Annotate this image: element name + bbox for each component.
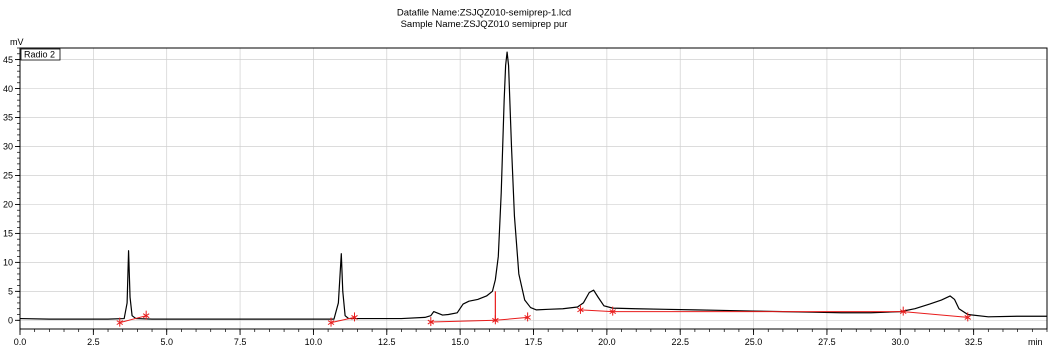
- x-tick-label: 12.5: [378, 337, 396, 347]
- x-tick-label: 27.5: [818, 337, 836, 347]
- x-tick-label: 5.0: [160, 337, 173, 347]
- x-tick-label: 2.5: [87, 337, 100, 347]
- x-tick-label: 30.0: [892, 337, 910, 347]
- y-tick-label: 10: [3, 258, 13, 268]
- grid: [20, 48, 1047, 329]
- sample-name-label: Sample Name:ZSJQZ010 semiprep pur: [401, 19, 568, 30]
- y-tick-label: 40: [3, 84, 13, 94]
- y-tick-label: 25: [3, 171, 13, 181]
- y-tick-label: 30: [3, 142, 13, 152]
- axis-ticks: 0.0 2.5 5.0 7.5 10.0 12.5 15.0 17.5 20.0 22.5 25.0…: [3, 48, 1047, 347]
- y-tick-label: 0: [8, 316, 13, 326]
- x-tick-label: 22.5: [671, 337, 689, 347]
- x-tick-label: 7.5: [234, 337, 247, 347]
- legend: Radio 2: [21, 49, 60, 60]
- y-tick-label: 20: [3, 200, 13, 210]
- x-axis-unit-label: min: [1028, 337, 1043, 347]
- y-tick-label: 5: [8, 287, 13, 297]
- baseline-segment: [580, 310, 612, 312]
- x-tick-label: 17.5: [525, 337, 543, 347]
- legend-label: Radio 2: [24, 50, 55, 60]
- x-tick-label: 25.0: [745, 337, 763, 347]
- y-tick-label: 35: [3, 113, 13, 123]
- x-tick-label: 15.0: [451, 337, 469, 347]
- y-tick-label: 45: [3, 55, 13, 65]
- x-tick-label: 10.0: [305, 337, 323, 347]
- x-tick-label: 0.0: [14, 337, 27, 347]
- y-tick-label: 15: [3, 229, 13, 239]
- x-tick-label: 32.5: [965, 337, 983, 347]
- y-axis-unit-label: mV: [10, 37, 24, 47]
- datafile-name-label: Datafile Name:ZSJQZ010-semiprep-1.lcd: [397, 8, 571, 19]
- x-tick-label: 20.0: [598, 337, 616, 347]
- baseline-segment: [903, 312, 968, 318]
- baseline-segment: [495, 317, 527, 320]
